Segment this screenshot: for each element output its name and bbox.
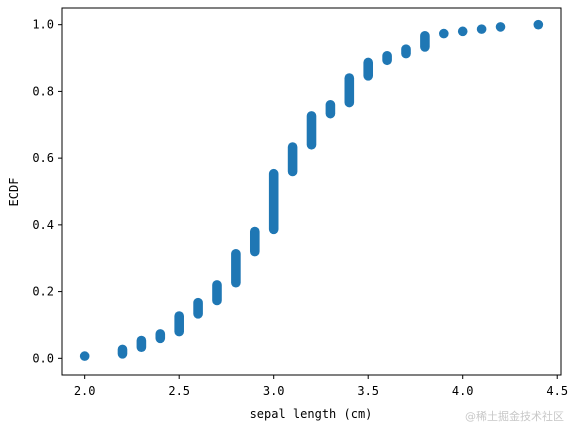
y-tick-label: 0.0 (32, 351, 54, 365)
x-tick-label: 2.5 (168, 384, 190, 398)
data-point (476, 24, 487, 34)
data-point (495, 22, 506, 32)
y-tick-label: 1.0 (32, 18, 54, 32)
data-point (457, 26, 468, 37)
data-point (439, 28, 449, 39)
watermark-text: @稀土掘金技术社区 (465, 410, 564, 423)
x-axis-label: sepal length (cm) (250, 407, 373, 421)
x-axis-ticks: 2.0 2.5 3.0 3.5 4.0 4.5 (74, 375, 568, 398)
y-tick-label: 0.8 (32, 84, 54, 98)
plot-area-frame (61, 7, 562, 376)
data-point (533, 19, 544, 30)
y-axis-ticks: 0.0 0.2 0.4 0.6 0.8 1.0 (32, 18, 62, 365)
y-tick-label: 0.6 (32, 151, 54, 165)
x-tick-label: 3.0 (263, 384, 285, 398)
data-point (79, 351, 90, 361)
x-tick-label: 4.5 (546, 384, 568, 398)
data-points (79, 19, 544, 361)
y-tick-label: 0.4 (32, 218, 54, 232)
x-tick-label: 3.5 (357, 384, 379, 398)
x-tick-label: 2.0 (74, 384, 96, 398)
x-tick-label: 4.0 (452, 384, 474, 398)
y-axis-label: ECDF (7, 178, 21, 207)
y-tick-label: 0.2 (32, 285, 54, 299)
